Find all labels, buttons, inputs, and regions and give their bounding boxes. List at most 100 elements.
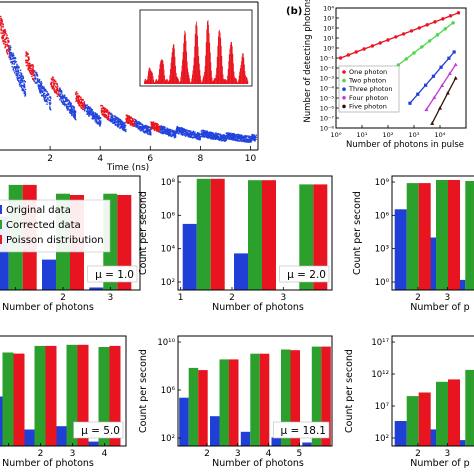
trace-dot	[81, 104, 83, 106]
inset-bar	[212, 80, 213, 84]
trace-dot	[253, 136, 255, 139]
inset-bar	[183, 43, 185, 84]
y-tick-label: 10⁹	[375, 178, 390, 188]
trace-dot	[1, 32, 3, 35]
trace-dot	[108, 113, 110, 115]
trace-dot	[126, 119, 128, 122]
trace-dot	[182, 130, 185, 132]
trace-dot	[113, 117, 115, 120]
trace-dot	[154, 122, 157, 125]
trace-dot	[88, 113, 90, 115]
trace-dot	[159, 131, 161, 133]
trace-dot	[16, 63, 18, 65]
inset-bar	[161, 59, 163, 84]
trace-dot	[242, 137, 244, 139]
trace-dot	[207, 133, 209, 135]
inset-bar	[181, 71, 182, 84]
trace-dot	[77, 99, 79, 101]
trace-dot	[4, 43, 6, 46]
trace-dot	[197, 135, 199, 138]
trace-dot	[166, 132, 168, 134]
trace-dot	[247, 139, 249, 141]
trace-dot	[110, 115, 112, 118]
y-tick-label: 10⁶	[161, 211, 176, 221]
trace-dot	[126, 121, 128, 124]
trace-dot	[13, 60, 15, 63]
trace-dot	[198, 135, 200, 137]
inset-bar	[159, 64, 161, 84]
trace-dot	[128, 121, 130, 124]
trace-dot	[71, 107, 73, 110]
trace-dot	[134, 119, 137, 121]
trace-dot	[62, 94, 64, 96]
trace-dot	[55, 85, 57, 87]
trace-dot	[234, 134, 236, 137]
bar	[87, 441, 99, 446]
trace-dot	[128, 120, 130, 123]
trace-dot	[39, 91, 41, 93]
trace-dot	[111, 117, 114, 119]
trace-dot	[211, 132, 213, 134]
trace-dot	[14, 61, 16, 63]
trace-dot	[83, 110, 86, 112]
trace-dot	[248, 137, 251, 139]
trace-dot	[233, 135, 235, 137]
trace-dot	[32, 70, 34, 72]
bar	[89, 287, 104, 290]
series-point	[354, 50, 358, 54]
trace-dot	[55, 86, 57, 89]
trace-dot	[200, 132, 203, 134]
panel-b-loglog-plot: 10⁴ 10³ 10² 10¹ 10⁰ 10⁻¹ 10⁻² 10⁻³ 10⁻⁴ 10⁻⁵ 10⁻⁶ 1…	[286, 0, 467, 150]
series-point	[445, 90, 450, 95]
trace-dot	[49, 106, 51, 109]
trace-dot	[145, 128, 148, 130]
trace-dot	[207, 132, 209, 134]
inset-bar	[167, 81, 169, 84]
inset-bar	[192, 70, 194, 84]
inset-bar	[225, 79, 227, 84]
inset-bar	[239, 68, 241, 84]
bar	[77, 344, 89, 446]
trace-dot	[251, 137, 253, 139]
y-tick-label: 10³	[375, 245, 389, 255]
trace-dot	[153, 124, 156, 127]
inset-bar	[226, 80, 227, 84]
trace-dot	[124, 128, 126, 131]
trace-dot	[73, 116, 75, 118]
trace-dot	[231, 135, 234, 137]
trace-dot	[38, 89, 41, 91]
trace-dot	[216, 137, 218, 140]
inset-bar	[172, 47, 174, 84]
trace-dot	[78, 103, 80, 105]
legend-entry: Two photon	[348, 77, 386, 85]
trace-dot	[137, 127, 139, 130]
trace-dot	[69, 111, 71, 114]
y-tick-label: 10²	[323, 25, 334, 33]
trace-dot	[113, 122, 116, 124]
trace-dot	[77, 101, 80, 104]
inset-bar	[156, 80, 158, 84]
trace-dot	[20, 79, 22, 81]
trace-dot	[162, 131, 164, 133]
trace-dot	[233, 137, 236, 139]
trace-dot	[65, 105, 68, 107]
trace-dot	[186, 133, 189, 135]
trace-dot	[215, 136, 218, 139]
inset-bar	[247, 80, 249, 84]
trace-dot	[78, 100, 80, 103]
trace-dot	[25, 51, 27, 53]
inset-bar	[194, 34, 196, 84]
trace-dot	[59, 93, 61, 95]
trace-dot	[24, 93, 27, 96]
inset-bar	[214, 78, 216, 84]
trace-dot	[222, 134, 225, 137]
trace-dot	[204, 134, 206, 136]
trace-dot	[55, 89, 57, 91]
trace-dot	[130, 121, 133, 123]
trace-dot	[2, 39, 4, 42]
trace-dot	[0, 22, 2, 24]
trace-dot	[12, 57, 14, 60]
trace-dot	[65, 98, 67, 100]
